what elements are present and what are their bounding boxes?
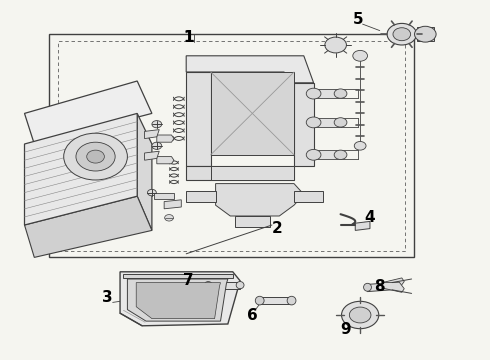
Text: 9: 9 bbox=[340, 322, 351, 337]
Circle shape bbox=[387, 23, 416, 45]
Polygon shape bbox=[216, 184, 304, 216]
Text: 2: 2 bbox=[271, 221, 282, 236]
Text: 6: 6 bbox=[247, 307, 258, 323]
Circle shape bbox=[393, 28, 411, 41]
Polygon shape bbox=[154, 193, 174, 199]
Polygon shape bbox=[145, 151, 159, 160]
Polygon shape bbox=[355, 221, 370, 230]
Polygon shape bbox=[368, 283, 392, 292]
Polygon shape bbox=[260, 297, 292, 304]
Circle shape bbox=[325, 37, 346, 53]
Circle shape bbox=[152, 121, 162, 128]
Polygon shape bbox=[382, 278, 404, 288]
Polygon shape bbox=[136, 283, 220, 319]
Polygon shape bbox=[127, 279, 228, 321]
Bar bbox=[49, 34, 414, 257]
Circle shape bbox=[87, 150, 104, 163]
Circle shape bbox=[334, 89, 347, 98]
Bar bbox=[314, 150, 341, 159]
Polygon shape bbox=[294, 83, 314, 166]
Ellipse shape bbox=[287, 296, 296, 305]
Polygon shape bbox=[164, 200, 181, 209]
Text: 3: 3 bbox=[102, 289, 113, 305]
Circle shape bbox=[152, 142, 162, 149]
Polygon shape bbox=[157, 157, 174, 164]
Polygon shape bbox=[24, 81, 152, 144]
Circle shape bbox=[334, 150, 347, 159]
Text: 5: 5 bbox=[352, 12, 363, 27]
Text: 4: 4 bbox=[365, 210, 375, 225]
Ellipse shape bbox=[204, 282, 212, 289]
Circle shape bbox=[349, 307, 371, 323]
Polygon shape bbox=[145, 130, 159, 139]
Circle shape bbox=[306, 88, 321, 99]
Polygon shape bbox=[122, 274, 233, 278]
Circle shape bbox=[147, 189, 156, 196]
Polygon shape bbox=[137, 113, 152, 230]
Polygon shape bbox=[24, 113, 137, 225]
Polygon shape bbox=[382, 282, 404, 292]
Polygon shape bbox=[186, 56, 314, 83]
Circle shape bbox=[342, 301, 379, 329]
Ellipse shape bbox=[364, 283, 371, 291]
Text: 1: 1 bbox=[183, 30, 194, 45]
Circle shape bbox=[306, 149, 321, 160]
Text: 7: 7 bbox=[183, 273, 194, 288]
Circle shape bbox=[415, 26, 436, 42]
Polygon shape bbox=[186, 191, 216, 202]
Polygon shape bbox=[294, 191, 323, 202]
Circle shape bbox=[306, 117, 321, 128]
Polygon shape bbox=[186, 72, 211, 166]
Polygon shape bbox=[235, 216, 270, 227]
Bar bbox=[314, 89, 341, 98]
Polygon shape bbox=[211, 166, 294, 180]
Circle shape bbox=[354, 141, 366, 150]
Polygon shape bbox=[208, 282, 240, 289]
Text: 1: 1 bbox=[183, 30, 194, 45]
Circle shape bbox=[76, 142, 115, 171]
Circle shape bbox=[353, 50, 368, 61]
Polygon shape bbox=[186, 166, 294, 180]
Circle shape bbox=[334, 118, 347, 127]
Circle shape bbox=[165, 215, 173, 221]
Circle shape bbox=[64, 133, 127, 180]
Ellipse shape bbox=[255, 296, 264, 305]
Bar bbox=[416, 27, 434, 41]
Text: 8: 8 bbox=[374, 279, 385, 294]
Bar bbox=[58, 41, 405, 251]
Polygon shape bbox=[157, 135, 174, 142]
Polygon shape bbox=[120, 272, 240, 326]
Polygon shape bbox=[211, 72, 294, 155]
Ellipse shape bbox=[236, 282, 244, 289]
Polygon shape bbox=[24, 196, 152, 257]
Bar bbox=[314, 118, 341, 127]
